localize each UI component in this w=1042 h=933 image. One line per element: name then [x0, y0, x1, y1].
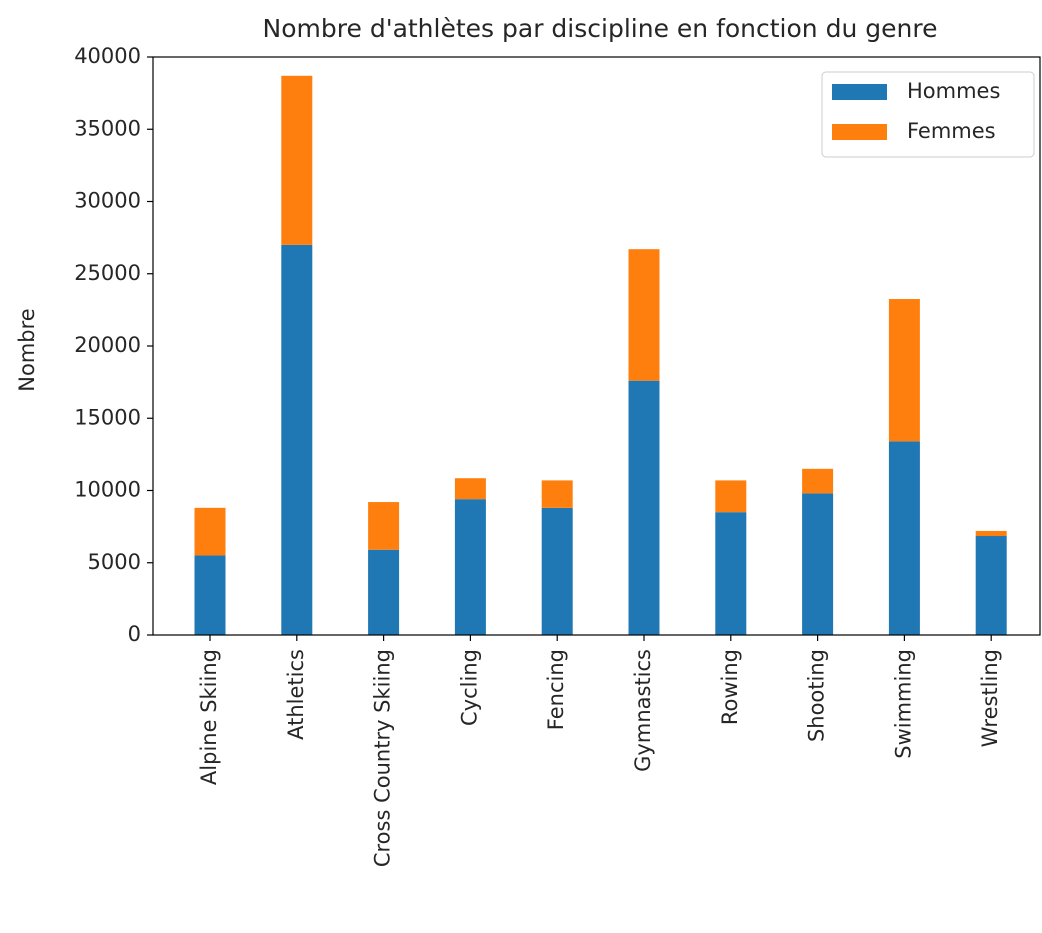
y-tick-label: 15000	[74, 405, 141, 429]
y-axis-label: Nombre	[15, 308, 39, 391]
bar-segment	[194, 555, 226, 635]
x-tick-label: Athletics	[284, 649, 308, 740]
chart-title: Nombre d'athlètes par discipline en fonc…	[263, 14, 938, 43]
bar-segment	[628, 380, 660, 635]
y-tick-label: 25000	[74, 261, 141, 285]
bar-segment	[802, 468, 834, 494]
bar-segment	[368, 502, 400, 550]
legend-swatch	[832, 124, 887, 140]
axes-frame	[152, 56, 1041, 636]
x-tick-label: Shooting	[805, 649, 829, 742]
y-tick-label: 10000	[74, 478, 141, 502]
bar-segment	[541, 480, 573, 508]
bar-segment	[281, 244, 313, 635]
y-tick-label: 20000	[74, 333, 141, 357]
bar-segment	[715, 480, 747, 513]
x-tick-label: Cross Country Skiing	[371, 649, 395, 867]
bar-segment	[541, 507, 573, 635]
x-tick-label: Gymnastics	[631, 649, 655, 772]
bar-segment	[715, 512, 747, 635]
bar-segment	[454, 499, 486, 635]
legend-label: Femmes	[907, 119, 996, 143]
x-tick-label: Wrestling	[978, 649, 1002, 747]
y-tick-label: 5000	[88, 550, 141, 574]
y-tick-label: 30000	[74, 189, 141, 213]
bar-segment	[281, 75, 313, 245]
bar-segment	[368, 549, 400, 635]
x-tick-label: Fencing	[544, 649, 568, 730]
x-tick-label: Alpine Skiing	[197, 649, 221, 785]
x-tick-label: Rowing	[718, 649, 742, 725]
bar-segment	[975, 530, 1007, 537]
legend-label: Hommes	[907, 79, 1000, 103]
bar-segment	[802, 493, 834, 635]
bar-segment	[888, 299, 920, 442]
y-tick-label: 40000	[74, 44, 141, 68]
bar-segment	[194, 507, 226, 556]
legend-swatch	[832, 84, 887, 100]
bar-segment	[888, 441, 920, 635]
bar-segment	[628, 249, 660, 381]
y-tick-label: 0	[128, 622, 141, 646]
y-tick-label: 35000	[74, 116, 141, 140]
bar-segment	[975, 536, 1007, 635]
x-tick-label: Cycling	[457, 649, 481, 726]
bar-segment	[454, 478, 486, 500]
x-tick-label: Swimming	[891, 649, 915, 759]
